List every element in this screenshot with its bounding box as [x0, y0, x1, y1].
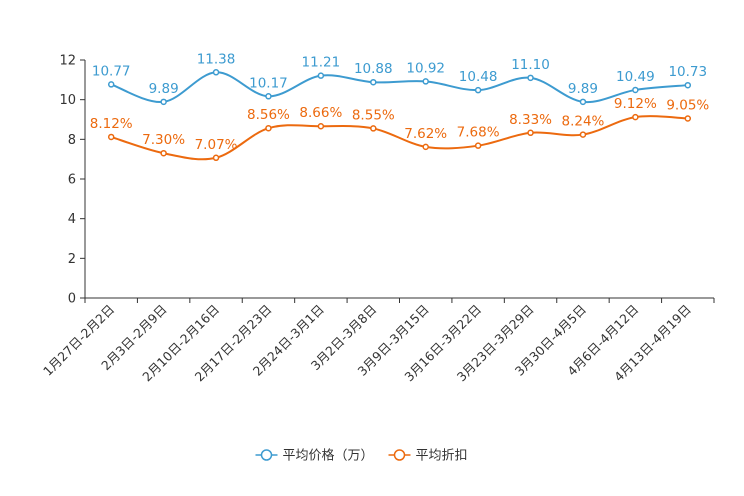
y-tick-label: 2	[68, 252, 76, 267]
data-point[interactable]	[265, 124, 272, 132]
y-tick-label: 10	[59, 93, 76, 108]
data-point[interactable]	[317, 122, 325, 130]
data-point[interactable]	[160, 98, 167, 106]
data-label: 10.92	[406, 60, 445, 76]
data-point[interactable]	[474, 142, 482, 149]
data-point[interactable]	[107, 133, 115, 141]
data-label: 10.88	[354, 61, 393, 77]
data-label: 10.73	[668, 64, 707, 80]
legend-label: 平均价格（万）	[283, 448, 374, 464]
series-line-1	[110, 71, 688, 104]
legend-item-2[interactable]: 平均折扣	[388, 449, 468, 464]
data-label: 8.66%	[299, 105, 342, 121]
data-label: 7.07%	[195, 137, 238, 153]
data-label: 10.48	[459, 69, 498, 85]
data-point[interactable]	[527, 74, 534, 82]
data-label: 11.10	[511, 57, 550, 73]
data-label: 10.17	[249, 75, 288, 91]
data-point[interactable]	[317, 72, 325, 79]
data-label: 8.56%	[247, 107, 290, 123]
y-tick-label: 6	[68, 173, 76, 188]
y-tick-label: 0	[68, 292, 76, 307]
data-label: 9.12%	[614, 96, 657, 112]
data-label: 10.77	[92, 63, 131, 79]
data-label: 8.12%	[90, 116, 133, 132]
data-label: 11.21	[302, 55, 341, 71]
data-point[interactable]	[265, 93, 272, 100]
data-label: 7.62%	[404, 126, 447, 142]
data-point[interactable]	[370, 125, 377, 132]
data-label: 8.24%	[562, 114, 605, 130]
data-label: 11.38	[197, 51, 236, 67]
data-label: 8.55%	[352, 107, 395, 123]
data-point[interactable]	[579, 131, 587, 138]
data-point[interactable]	[212, 154, 220, 162]
data-point[interactable]	[632, 86, 639, 94]
data-label: 9.89	[149, 81, 179, 97]
legend-label: 平均折扣	[416, 449, 468, 464]
data-point[interactable]	[684, 81, 692, 89]
data-point[interactable]	[474, 86, 482, 94]
data-point[interactable]	[684, 115, 692, 122]
data-point[interactable]	[370, 78, 377, 86]
data-point[interactable]	[422, 78, 429, 85]
y-tick-label: 8	[68, 133, 76, 148]
legend-marker-icon	[260, 449, 273, 461]
data-point[interactable]	[527, 129, 534, 137]
y-tick-label: 12	[59, 54, 76, 69]
data-label: 9.05%	[666, 98, 709, 114]
y-tick-label: 4	[68, 212, 76, 227]
data-point[interactable]	[422, 143, 429, 151]
data-label: 7.68%	[457, 125, 500, 141]
legend-item-1[interactable]: 平均价格（万）	[255, 448, 374, 464]
legend-marker-icon	[393, 449, 406, 461]
data-label: 10.49	[616, 69, 655, 85]
data-point[interactable]	[632, 113, 639, 121]
data-point[interactable]	[107, 81, 115, 88]
data-point[interactable]	[579, 98, 587, 106]
data-label: 9.89	[568, 81, 598, 97]
series-line-2	[110, 115, 688, 161]
data-label: 8.33%	[509, 112, 552, 128]
data-point[interactable]	[212, 69, 220, 76]
data-label: 7.30%	[142, 132, 185, 148]
data-point[interactable]	[160, 149, 167, 157]
